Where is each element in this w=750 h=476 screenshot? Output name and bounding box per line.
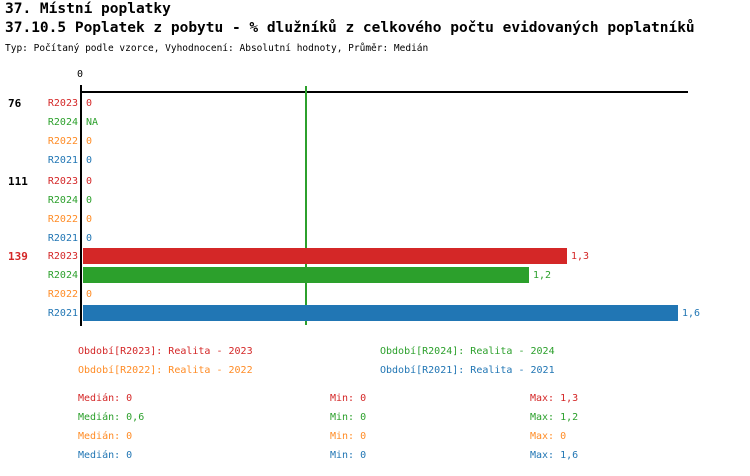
series-label: R2023 [47, 251, 78, 262]
bar [83, 305, 678, 321]
y-axis-line [80, 85, 82, 326]
bar-value-label: 1,3 [571, 251, 590, 262]
series-label: R2023 [47, 98, 78, 109]
group-label: 76 [8, 97, 22, 110]
bar-value-label: 0 [86, 214, 93, 225]
stat-median: Medián: 0,6 [78, 412, 145, 423]
bar-value-label: 1,2 [533, 270, 552, 281]
series-label: R2021 [47, 155, 78, 166]
stat-max: Max: 1,6 [530, 450, 579, 461]
bar-value-label: 0 [86, 233, 93, 244]
legend-item: Období[R2024]: Realita - 2024 [380, 346, 555, 357]
group-label: 139 [8, 250, 28, 263]
series-label: R2024 [47, 117, 78, 128]
series-label: R2022 [47, 136, 78, 147]
stat-max: Max: 0 [530, 431, 567, 442]
bar-value-label: 0 [86, 289, 93, 300]
series-label: R2024 [47, 195, 78, 206]
bar-value-label: 0 [86, 176, 93, 187]
bar-value-label: NA [86, 117, 99, 128]
bar-value-label: 0 [86, 136, 93, 147]
chart-meta-line: Typ: Počítaný podle vzorce, Vyhodnocení:… [5, 43, 429, 54]
legend-item: Období[R2022]: Realita - 2022 [78, 365, 253, 376]
series-label: R2024 [47, 270, 78, 281]
chart-title: 37.10.5 Poplatek z pobytu - % dlužníků z… [5, 20, 695, 36]
bar [83, 248, 567, 264]
series-label: R2023 [47, 176, 78, 187]
x-axis-zero-tick-label: 0 [77, 69, 84, 80]
x-axis-line [80, 91, 688, 93]
stat-max: Max: 1,2 [530, 412, 579, 423]
stat-median: Medián: 0 [78, 393, 133, 404]
bar-value-label: 0 [86, 155, 93, 166]
page-title: 37. Místní poplatky [5, 1, 171, 17]
bar-value-label: 1,6 [682, 308, 701, 319]
legend-item: Období[R2023]: Realita - 2023 [78, 346, 253, 357]
bar-value-label: 0 [86, 98, 93, 109]
stat-min: Min: 0 [330, 431, 367, 442]
stat-median: Medián: 0 [78, 431, 133, 442]
group-label: 111 [8, 175, 28, 188]
bar [83, 267, 529, 283]
stat-min: Min: 0 [330, 393, 367, 404]
series-label: R2021 [47, 308, 78, 319]
legend-item: Období[R2021]: Realita - 2021 [380, 365, 555, 376]
stat-min: Min: 0 [330, 450, 367, 461]
series-label: R2022 [47, 214, 78, 225]
median-reference-line [305, 86, 307, 325]
bar-value-label: 0 [86, 195, 93, 206]
series-label: R2022 [47, 289, 78, 300]
stat-median: Medián: 0 [78, 450, 133, 461]
stat-max: Max: 1,3 [530, 393, 579, 404]
stat-min: Min: 0 [330, 412, 367, 423]
series-label: R2021 [47, 233, 78, 244]
